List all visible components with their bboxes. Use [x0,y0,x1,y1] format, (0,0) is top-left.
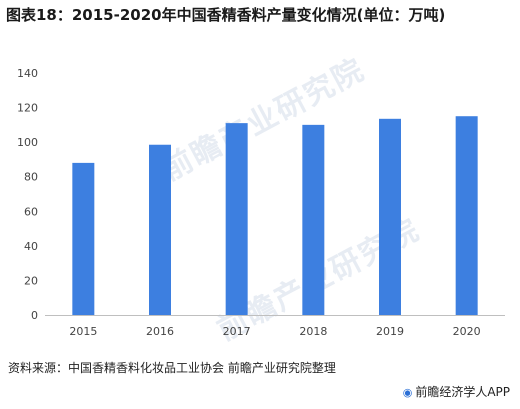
bar-2020 [455,116,478,315]
bar-2018 [302,124,325,315]
x-tick-label: 2019 [376,325,404,338]
bar-2015 [72,162,95,315]
source-note: 资料来源：中国香精香料化妆品工业协会 前瞻产业研究院整理 [8,361,336,375]
y-tick-label: 0 [31,309,38,322]
bar-2016 [149,144,171,315]
x-tick-label: 2017 [223,325,251,338]
x-tick-label: 2015 [69,325,97,338]
y-tick-label: 100 [17,136,38,149]
bar-2017 [225,123,248,315]
x-tick-label: 2016 [146,325,174,338]
y-tick-label: 140 [17,67,38,80]
y-tick-label: 40 [24,240,38,253]
y-tick-label: 60 [24,205,38,218]
brand-logo-icon: ◉ [402,386,413,399]
y-tick-label: 120 [17,102,38,115]
x-tick-label: 2020 [453,325,481,338]
chart-title: 图表18：2015-2020年中国香精香料产量变化情况(单位：万吨) [6,6,446,24]
y-tick-label: 80 [24,171,38,184]
brand-label: ◉ 前瞻经济学人APP [403,383,510,400]
bar-2019 [379,118,401,315]
y-tick-label: 20 [24,274,38,287]
brand-text: 前瞻经济学人APP [415,385,510,399]
x-tick-label: 2018 [299,325,327,338]
